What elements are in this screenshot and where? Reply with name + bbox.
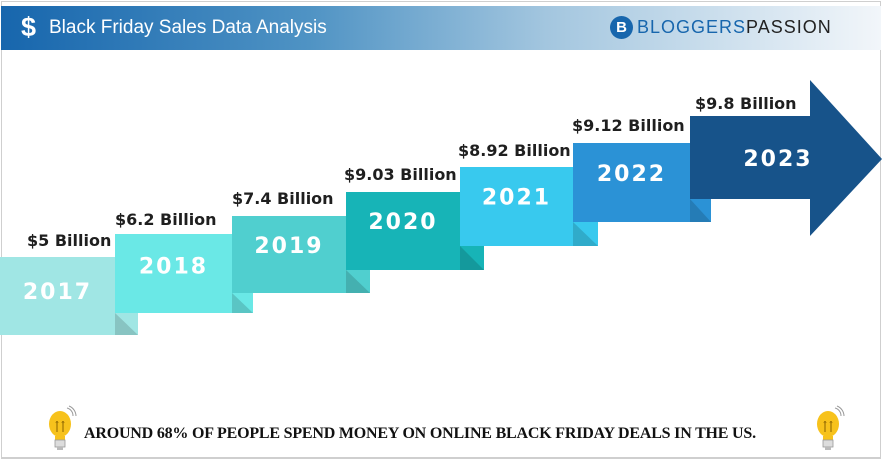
- logo-text-bloggers: BLOGGERS: [637, 17, 747, 37]
- step-fold-2022: [690, 199, 711, 222]
- lightbulb-icon: [817, 405, 845, 450]
- year-label-2020: 2020: [368, 210, 437, 235]
- step-fold-2017: [115, 313, 138, 335]
- value-label-2018: $6.2 Billion: [115, 210, 217, 229]
- year-label-2017: 2017: [23, 280, 92, 305]
- value-label-2023: $9.8 Billion: [695, 94, 797, 113]
- page-title: Black Friday Sales Data Analysis: [49, 17, 327, 38]
- logo-mark: B: [610, 16, 633, 39]
- year-label-2022: 2022: [597, 162, 666, 187]
- year-label-2019: 2019: [254, 234, 323, 259]
- value-label-2020: $9.03 Billion: [344, 165, 457, 184]
- year-label-2023: 2023: [743, 147, 812, 172]
- step-arrow-2023: [690, 80, 882, 236]
- step-bar-2022: [573, 143, 711, 222]
- value-label-2022: $9.12 Billion: [572, 116, 685, 135]
- step-bar-2018: [115, 234, 253, 313]
- value-label-2019: $7.4 Billion: [232, 189, 334, 208]
- lightbulb-icon: [49, 405, 77, 450]
- step-fold-2019: [346, 270, 370, 293]
- step-fold-2020: [460, 246, 484, 270]
- bloggerspassion-logo: B BLOGGERS PASSION: [610, 16, 832, 39]
- footer-fact: AROUND 68% OF PEOPLE SPEND MONEY ON ONLI…: [84, 425, 756, 442]
- dollar-icon: $: [21, 12, 37, 42]
- value-label-2021: $8.92 Billion: [458, 141, 571, 160]
- logo-text-passion: PASSION: [746, 17, 832, 37]
- value-label-2017: $5 Billion: [27, 231, 111, 250]
- year-label-2018: 2018: [139, 255, 208, 280]
- header-banner: $ Black Friday Sales Data Analysis B BLO…: [1, 6, 881, 50]
- step-fold-2021: [573, 222, 598, 246]
- year-label-2021: 2021: [482, 186, 551, 211]
- step-fold-2018: [232, 293, 253, 313]
